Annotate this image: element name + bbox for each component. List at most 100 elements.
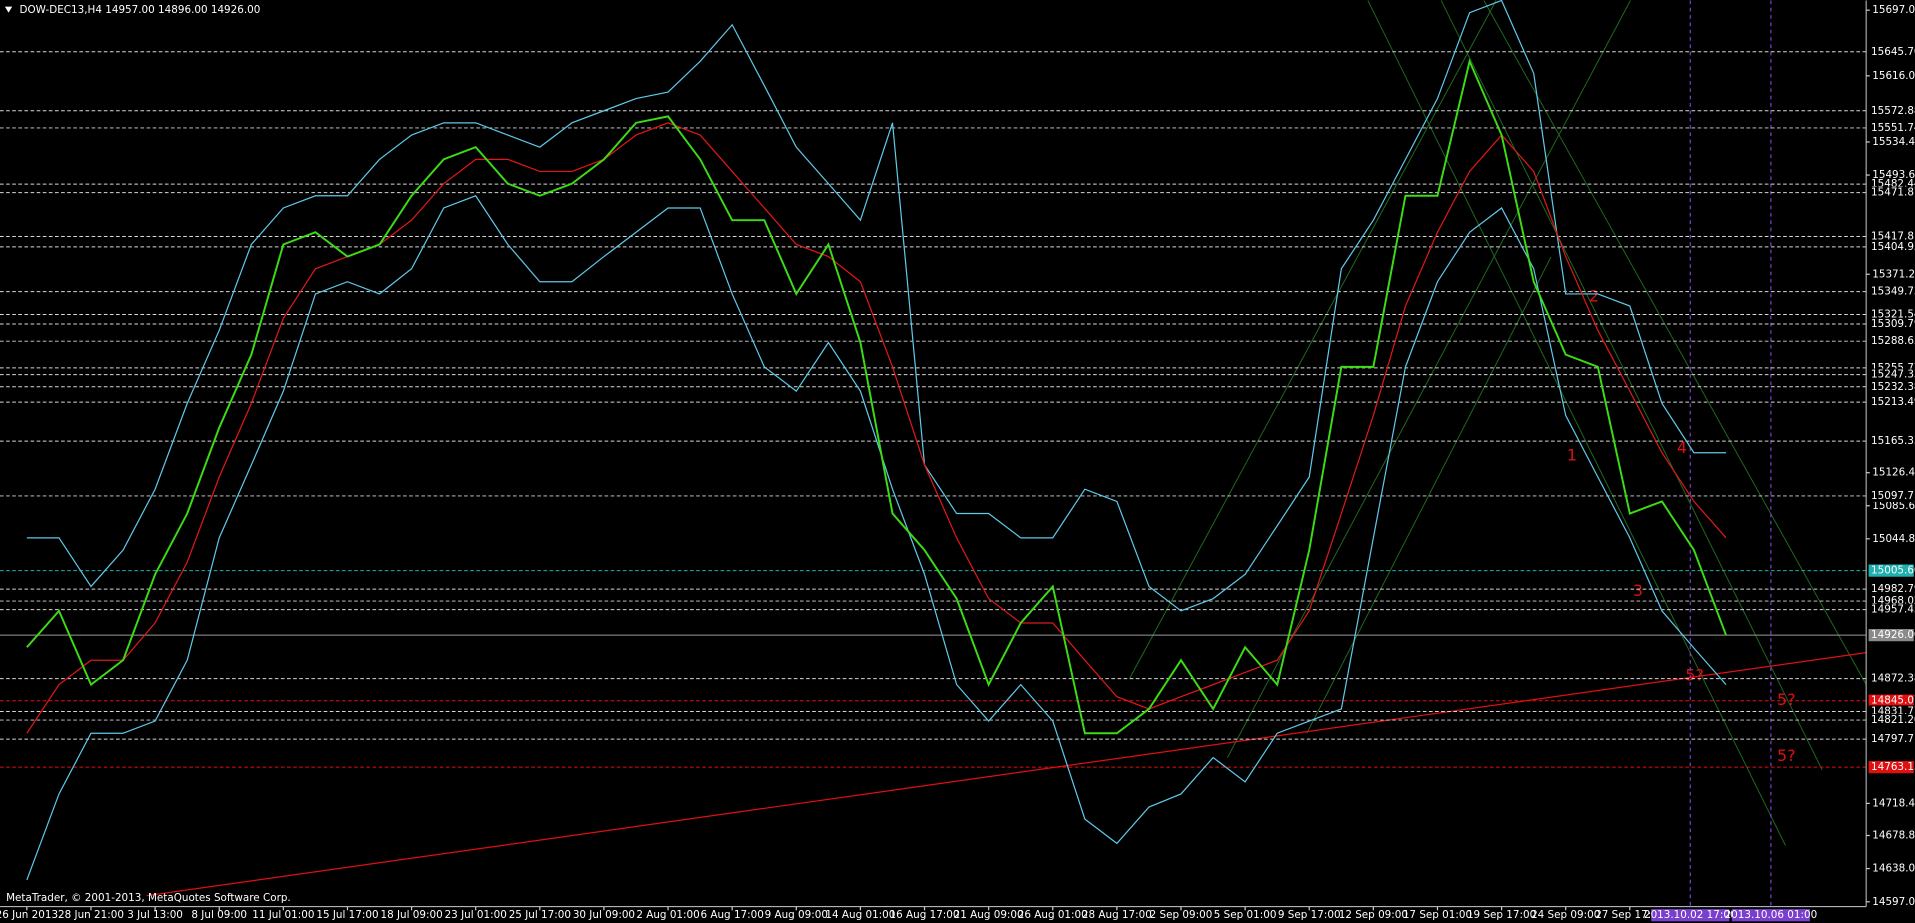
level-label-bg — [1868, 368, 1914, 381]
channel-line — [1306, 256, 1552, 734]
x-tick-label: 26 Aug 01:00 — [1018, 909, 1088, 921]
indicator-line — [26, 194, 1727, 881]
x-tick-label: 23 Jul 01:00 — [445, 909, 507, 921]
x-tick-label: 14 Aug 01:00 — [825, 909, 895, 921]
level-label-bg — [1868, 582, 1914, 596]
level-label-bg — [1868, 45, 1914, 58]
x-tick-label: 8 Jul 09:00 — [191, 909, 247, 921]
level-label-bg — [1868, 186, 1914, 199]
x-tick-label: 21 Aug 09:00 — [954, 909, 1024, 921]
menu-arrow — [4, 6, 13, 13]
y-tick-label: 15044.80 — [1872, 533, 1915, 545]
x-tick-label: 16 Aug 17:00 — [890, 909, 960, 921]
level-label: 15471.87 — [1871, 187, 1915, 199]
level-label-bg — [1868, 230, 1914, 243]
level-label-bg — [1868, 713, 1914, 727]
level-label-bg — [1868, 694, 1914, 707]
x-tick-label: 26 Jun 2013 — [0, 909, 58, 921]
level-label-bg — [1868, 761, 1914, 774]
channel-line — [1440, 0, 1823, 771]
vline-label-bg — [1731, 909, 1810, 922]
channel-lines — [1129, 0, 1867, 846]
x-tick-label: 25 Jul 17:00 — [509, 909, 571, 921]
level-label-bg — [1868, 489, 1914, 503]
level-label: 15309.79 — [1871, 318, 1915, 330]
x-tick-label: 9 Aug 09:00 — [765, 909, 828, 921]
x-tick-label: 2 Sep 09:00 — [1150, 909, 1213, 921]
vline-label-bg — [1651, 909, 1730, 922]
level-label-bg — [1868, 672, 1914, 685]
annotation: 2 — [1589, 287, 1599, 306]
level-label-bg — [1868, 435, 1914, 448]
annotation: 5? — [1777, 690, 1796, 709]
x-tick-label: 3 Jul 13:00 — [127, 909, 183, 921]
level-label: 15247.33 — [1871, 369, 1915, 381]
level-label-bg — [1868, 380, 1914, 393]
level-label: 14763.13 — [1871, 761, 1915, 773]
current-label: 14926.00 — [1871, 629, 1915, 641]
level-label: 14845.07 — [1871, 695, 1915, 707]
price-line — [26, 58, 1727, 735]
level-label: 14831.77 — [1871, 706, 1915, 718]
level-label: 14821.20 — [1871, 714, 1915, 726]
chart-title: DOW-DEC13,H4 14957.00 14896.00 14926.00 — [20, 4, 261, 16]
y-tick-label: 14597.00 — [1872, 896, 1915, 908]
x-tick-label: 19 Sep 17:00 — [1467, 909, 1536, 921]
x-tick-label: 11 Jul 01:00 — [252, 909, 314, 921]
x-tick-label: 9 Sep 17:00 — [1278, 909, 1341, 921]
channel-line — [1226, 0, 1631, 758]
level-label: 14957.45 — [1871, 604, 1915, 616]
annotation: 4 — [1677, 438, 1687, 457]
level-label: 14797.71 — [1871, 733, 1915, 745]
y-tick-label: 15126.40 — [1872, 467, 1915, 479]
level-label: 15404.93 — [1871, 241, 1915, 253]
channel-line — [1129, 0, 1497, 679]
level-label: 14872.38 — [1871, 673, 1915, 685]
x-tick-label: 30 Jul 09:00 — [573, 909, 635, 921]
level-label-bg — [1868, 335, 1914, 348]
level-label-bg — [1868, 308, 1914, 321]
channel-line — [1367, 0, 1786, 846]
x-tick-label: 12 Sep 09:00 — [1339, 909, 1408, 921]
level-label: 15005.60 — [1871, 565, 1915, 577]
level-label: 15213.49 — [1871, 396, 1915, 408]
trend-line — [146, 652, 1867, 897]
vline-label: 2013.10.02 17:00 — [1644, 909, 1737, 921]
x-tick-label: 17 Sep 01:00 — [1403, 909, 1472, 921]
y-tick-label: 15616.00 — [1872, 70, 1915, 82]
level-label: 14982.79 — [1871, 583, 1915, 595]
level-label-bg — [1868, 603, 1914, 616]
level-label: 15572.88 — [1871, 105, 1915, 117]
level-label: 15232.38 — [1871, 381, 1915, 393]
level-label: 15165.33 — [1871, 435, 1915, 447]
indicator-line — [26, 0, 1727, 612]
level-label: 15321.54 — [1871, 309, 1915, 321]
annotation: 5? — [1685, 665, 1704, 684]
x-tick-label: 2 Aug 01:00 — [636, 909, 699, 921]
x-tick-label: 15 Jul 17:00 — [316, 909, 378, 921]
y-tick-label: 15697.00 — [1872, 4, 1915, 16]
current-label-bg — [1868, 629, 1914, 642]
x-tick-label: 18 Jul 09:00 — [380, 909, 442, 921]
x-tick-label: 24 Sep 09:00 — [1531, 909, 1600, 921]
indicator-line — [26, 122, 1727, 734]
annotation: 5? — [1777, 746, 1796, 765]
x-tick-label: 28 Aug 17:00 — [1082, 909, 1152, 921]
level-label: 15097.71 — [1871, 490, 1915, 502]
y-tick-label: 14718.40 — [1872, 797, 1915, 809]
y-tick-label: 14678.80 — [1872, 829, 1915, 841]
y-tick-label: 15085.60 — [1872, 500, 1915, 512]
level-label-bg — [1868, 317, 1914, 331]
level-label-bg — [1868, 564, 1914, 577]
x-tick-label: 6 Aug 17:00 — [700, 909, 763, 921]
level-label: 15645.70 — [1871, 46, 1915, 58]
x-tick-label: 27 Sep 17:00 — [1595, 909, 1664, 921]
level-label: 15288.65 — [1871, 335, 1915, 347]
level-label-bg — [1868, 395, 1914, 409]
copyright: MetaTrader, © 2001-2013, MetaQuotes Soft… — [6, 892, 291, 904]
annotation: 1 — [1567, 446, 1577, 465]
level-label-bg — [1868, 104, 1914, 117]
level-label-bg — [1868, 285, 1914, 298]
